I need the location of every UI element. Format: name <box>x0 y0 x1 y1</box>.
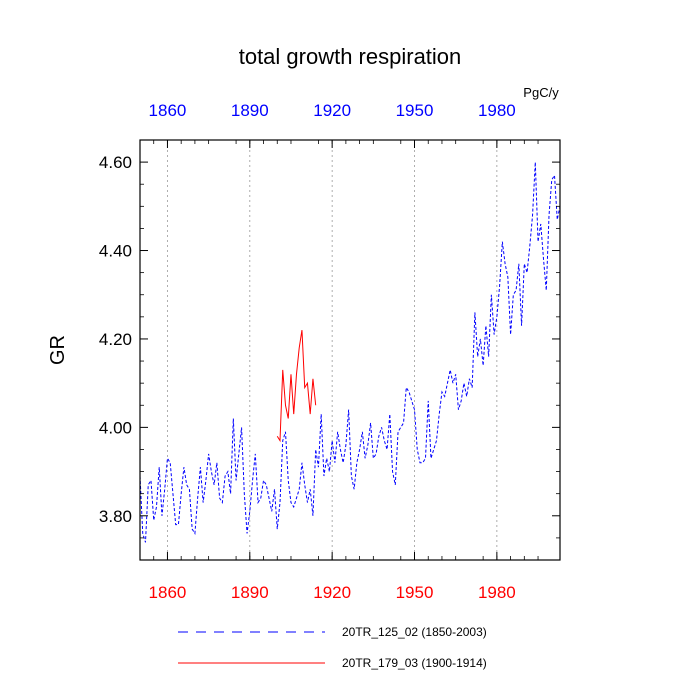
plot-frame <box>139 139 561 561</box>
x-tick-label-top-4: 1980 <box>478 101 516 120</box>
x-tick-label-top-3: 1950 <box>396 101 434 120</box>
x-tick-label-bottom-3: 1950 <box>396 583 434 602</box>
y-tick-label-4: 4.60 <box>99 153 132 172</box>
tick-labels: 1860 1860 1890 1890 1920 1920 1950 1950 1980 1980… <box>99 101 516 602</box>
series-layer <box>139 162 561 543</box>
x-tick-label-bottom-1: 1890 <box>231 583 269 602</box>
units-label: PgC/y <box>523 85 559 100</box>
x-tick-label-bottom-2: 1920 <box>313 583 351 602</box>
x-tick-label-bottom-4: 1980 <box>478 583 516 602</box>
legend-label-0: 20TR_125_02 (1850-2003) <box>342 625 487 639</box>
legend-label-1: 20TR_179_03 (1900-1914) <box>342 656 487 670</box>
legend: 20TR_125_02 (1850-2003) 20TR_179_03 (1900… <box>178 625 487 670</box>
y-tick-label-2: 4.20 <box>99 330 132 349</box>
axis-ticks <box>140 139 560 561</box>
y-axis-label: GR <box>47 335 69 365</box>
series-line-0 <box>139 162 561 543</box>
y-tick-label-1: 4.00 <box>99 418 132 437</box>
x-tick-label-top-0: 1860 <box>149 101 187 120</box>
chart-title: total growth respiration <box>239 44 462 69</box>
x-tick-label-top-1: 1890 <box>231 101 269 120</box>
series-line-1 <box>276 330 317 443</box>
y-tick-label-0: 3.80 <box>99 507 132 526</box>
y-tick-label-3: 4.40 <box>99 242 132 261</box>
grid-lines <box>167 140 498 560</box>
x-tick-label-bottom-0: 1860 <box>149 583 187 602</box>
x-tick-label-top-2: 1920 <box>313 101 351 120</box>
